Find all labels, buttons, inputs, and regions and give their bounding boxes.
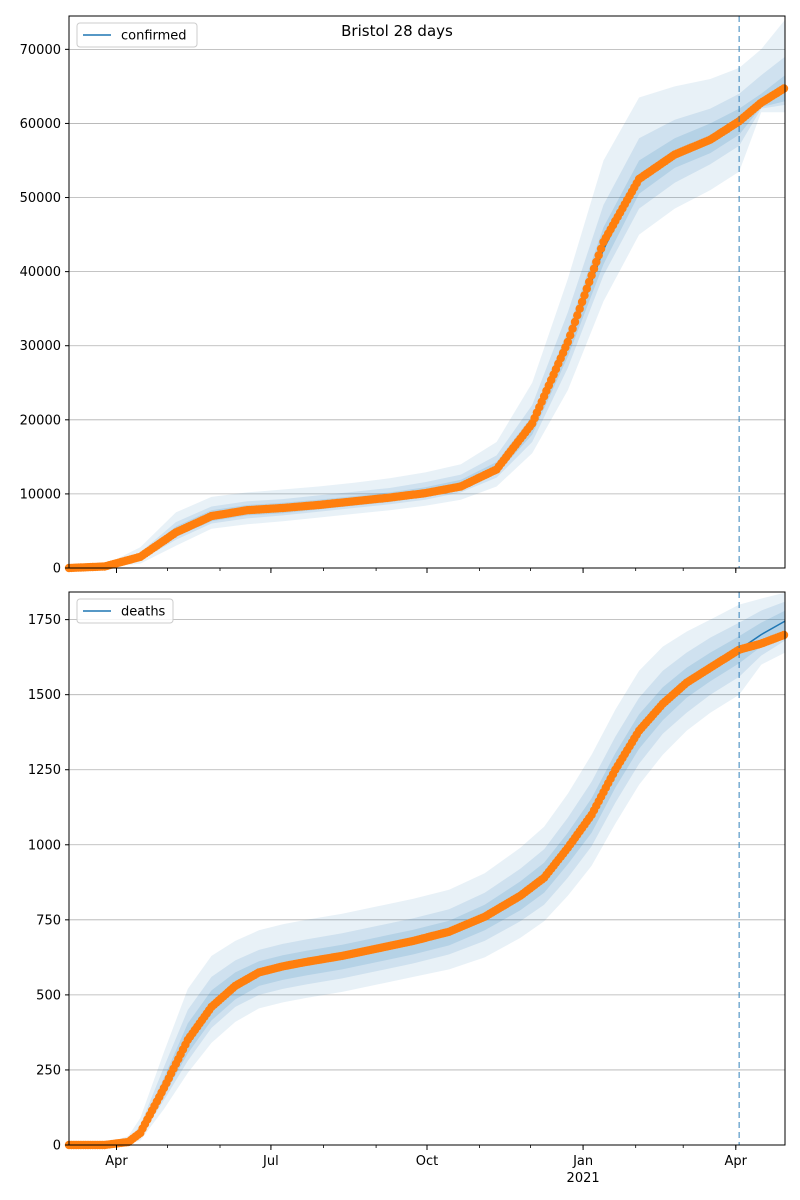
deaths-axes: 0 250 500 750 1000 1250 1500 1750 Apr Jul Oct Jan Ap… [28, 591, 786, 1186]
confirmed-legend-box [76, 22, 198, 48]
confirmed-panel: 0 10000 20000 30000 40000 50000 60000 70000 con… [20, 15, 789, 577]
confirmed-ytick-label: 60000 [20, 117, 61, 132]
confirmed-bands [69, 19, 785, 569]
confirmed-observed-points [64, 84, 789, 573]
deaths-ytick-label: 250 [36, 1063, 61, 1078]
confirmed-observed-point [566, 331, 575, 340]
confirmed-ytick-label: 20000 [20, 413, 61, 428]
confirmed-axes: 0 10000 20000 30000 40000 50000 60000 70000 [20, 15, 786, 577]
deaths-band-mid [69, 601, 785, 1145]
confirmed-legend-label: confirmed [121, 29, 187, 44]
confirmed-band-inner [69, 75, 785, 569]
confirmed-observed-point [582, 284, 591, 293]
xtick-label: Apr [105, 1154, 128, 1169]
deaths-band-outer [69, 592, 785, 1145]
confirmed-band-outer [69, 19, 785, 568]
confirmed-observed-point [589, 264, 599, 273]
xtick-label: Apr [725, 1154, 748, 1169]
deaths-ytick-label: 1750 [28, 613, 61, 628]
confirmed-observed-point [587, 271, 596, 280]
deaths-ytick-label: 750 [36, 913, 61, 928]
figure-title: Bristol 28 days [341, 22, 453, 40]
confirmed-observed-point [570, 317, 580, 327]
confirmed-band-mid [69, 56, 785, 569]
confirmed-observed-point [573, 311, 582, 320]
deaths-panel: 0 250 500 750 1000 1250 1500 1750 Apr Jul Oct Jan Ap… [28, 591, 789, 1186]
deaths-ytick-label: 500 [36, 988, 61, 1003]
confirmed-observed-point [779, 84, 789, 93]
xtick-label: Oct [416, 1154, 438, 1169]
confirmed-ytick-label: 40000 [20, 265, 61, 280]
xtick-label: Jul [262, 1154, 279, 1169]
deaths-ytick-label: 1250 [28, 763, 61, 778]
confirmed-observed-point [577, 297, 587, 307]
xaxis-year-label: 2021 [567, 1171, 600, 1186]
confirmed-observed-point [592, 257, 601, 267]
deaths-observed-point [779, 630, 789, 640]
deaths-ytick-label: 1500 [28, 688, 61, 703]
confirmed-observed-point [575, 304, 584, 313]
confirmed-observed-point [580, 291, 589, 300]
confirmed-observed-point [596, 244, 606, 253]
deaths-ytick-label: 0 [53, 1139, 61, 1154]
confirmed-ytick-label: 0 [53, 562, 61, 577]
confirmed-ytick-label: 30000 [20, 339, 61, 354]
confirmed-ytick-label: 10000 [20, 487, 61, 502]
confirmed-legend: confirmed [76, 22, 198, 48]
deaths-observed-points [64, 630, 789, 1150]
confirmed-observed-point [563, 337, 572, 347]
confirmed-observed-point [568, 324, 577, 333]
confirmed-ytick-label: 50000 [20, 191, 61, 206]
confirmed-observed-point [585, 277, 594, 287]
deaths-legend-label: deaths [121, 605, 166, 620]
deaths-ytick-label: 1000 [28, 838, 61, 853]
confirmed-observed-point [594, 251, 603, 260]
xtick-label: Jan [572, 1154, 593, 1169]
deaths-legend: deaths [76, 598, 174, 624]
deaths-legend-box [76, 598, 174, 624]
confirmed-ytick-label: 70000 [20, 43, 61, 58]
